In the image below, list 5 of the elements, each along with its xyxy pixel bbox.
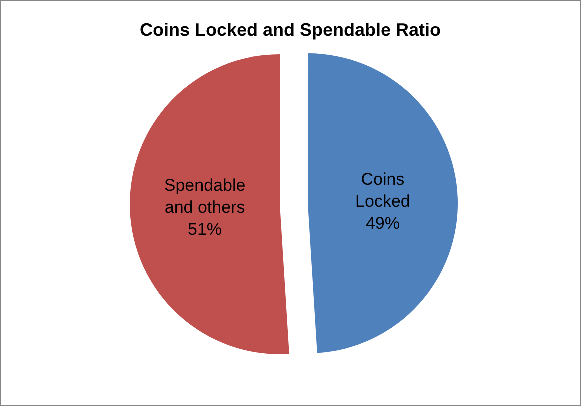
chart-title: Coins Locked and Spendable Ratio bbox=[140, 20, 442, 40]
data-label: 51% bbox=[188, 220, 222, 239]
slice-label: Coins Locked bbox=[356, 170, 410, 212]
slice-label: Spendable and others bbox=[164, 176, 246, 217]
data-label: 49% bbox=[366, 214, 400, 234]
